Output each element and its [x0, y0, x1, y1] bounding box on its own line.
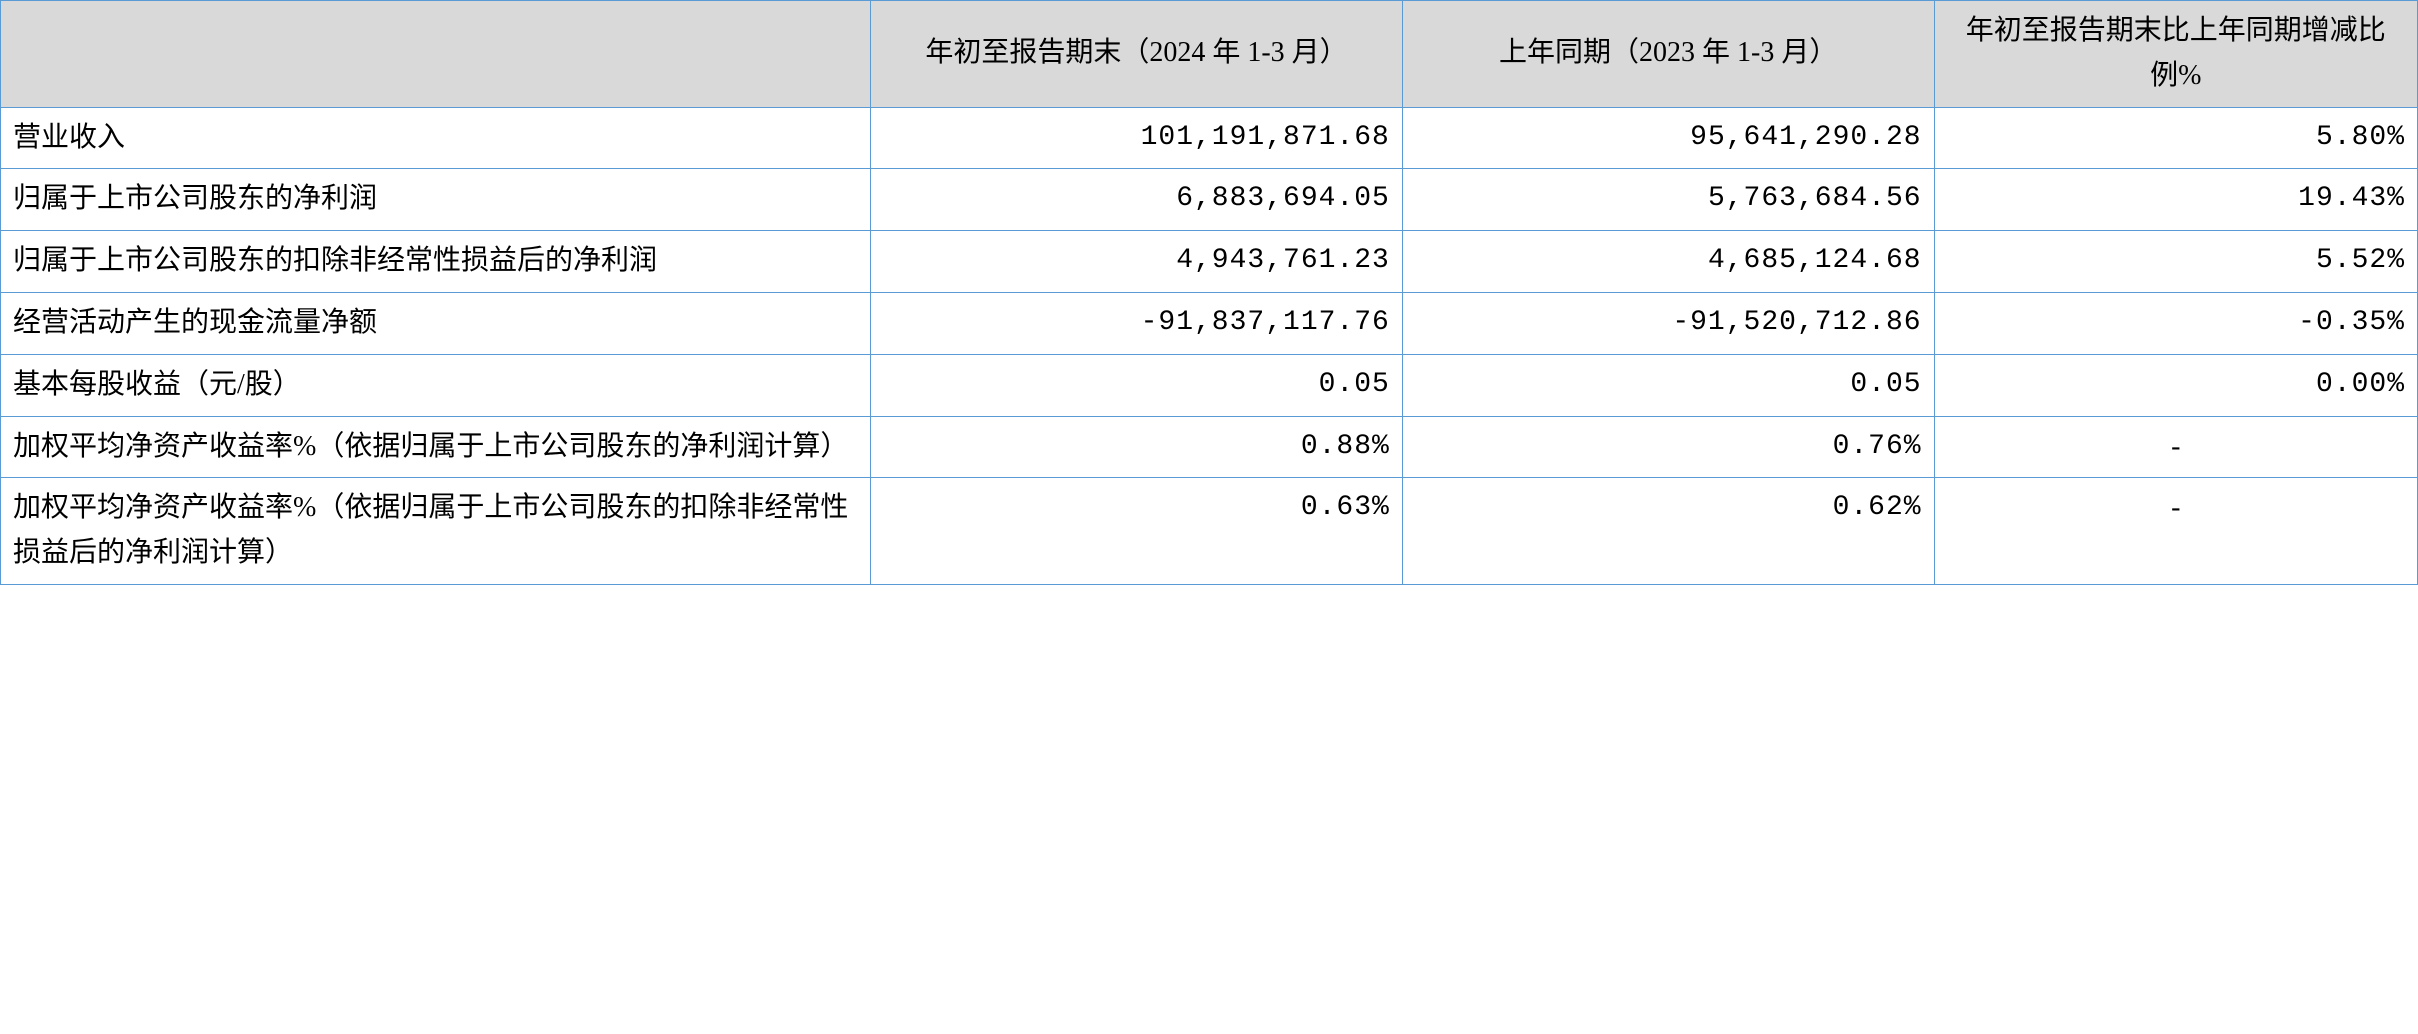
row-change: 5.80%: [1934, 107, 2417, 169]
row-current: 101,191,871.68: [871, 107, 1403, 169]
row-prior: 0.76%: [1402, 416, 1934, 478]
row-change: 5.52%: [1934, 231, 2417, 293]
row-change: -: [1934, 478, 2417, 585]
row-label: 营业收入: [1, 107, 871, 169]
row-current: 6,883,694.05: [871, 169, 1403, 231]
header-change: 年初至报告期末比上年同期增减比例%: [1934, 1, 2417, 108]
table-body: 营业收入 101,191,871.68 95,641,290.28 5.80% …: [1, 107, 2418, 584]
header-current: 年初至报告期末（2024 年 1-3 月）: [871, 1, 1403, 108]
row-current: 0.63%: [871, 478, 1403, 585]
row-prior: 95,641,290.28: [1402, 107, 1934, 169]
row-label: 基本每股收益（元/股）: [1, 354, 871, 416]
header-row: 年初至报告期末（2024 年 1-3 月） 上年同期（2023 年 1-3 月）…: [1, 1, 2418, 108]
row-label: 加权平均净资产收益率%（依据归属于上市公司股东的扣除非经常性损益后的净利润计算）: [1, 478, 871, 585]
table-row: 基本每股收益（元/股） 0.05 0.05 0.00%: [1, 354, 2418, 416]
row-label: 加权平均净资产收益率%（依据归属于上市公司股东的净利润计算）: [1, 416, 871, 478]
table-row: 加权平均净资产收益率%（依据归属于上市公司股东的扣除非经常性损益后的净利润计算）…: [1, 478, 2418, 585]
row-change: -: [1934, 416, 2417, 478]
row-current: -91,837,117.76: [871, 292, 1403, 354]
row-current: 0.05: [871, 354, 1403, 416]
table-header: 年初至报告期末（2024 年 1-3 月） 上年同期（2023 年 1-3 月）…: [1, 1, 2418, 108]
row-current: 0.88%: [871, 416, 1403, 478]
row-prior: 0.62%: [1402, 478, 1934, 585]
row-label: 归属于上市公司股东的净利润: [1, 169, 871, 231]
table-row: 加权平均净资产收益率%（依据归属于上市公司股东的净利润计算） 0.88% 0.7…: [1, 416, 2418, 478]
row-prior: 0.05: [1402, 354, 1934, 416]
table-row: 归属于上市公司股东的净利润 6,883,694.05 5,763,684.56 …: [1, 169, 2418, 231]
row-prior: 4,685,124.68: [1402, 231, 1934, 293]
table-row: 归属于上市公司股东的扣除非经常性损益后的净利润 4,943,761.23 4,6…: [1, 231, 2418, 293]
table-row: 营业收入 101,191,871.68 95,641,290.28 5.80%: [1, 107, 2418, 169]
financial-table: 年初至报告期末（2024 年 1-3 月） 上年同期（2023 年 1-3 月）…: [0, 0, 2418, 585]
row-change: -0.35%: [1934, 292, 2417, 354]
table-row: 经营活动产生的现金流量净额 -91,837,117.76 -91,520,712…: [1, 292, 2418, 354]
row-prior: -91,520,712.86: [1402, 292, 1934, 354]
row-label: 归属于上市公司股东的扣除非经常性损益后的净利润: [1, 231, 871, 293]
header-label: [1, 1, 871, 108]
row-label: 经营活动产生的现金流量净额: [1, 292, 871, 354]
row-current: 4,943,761.23: [871, 231, 1403, 293]
row-change: 0.00%: [1934, 354, 2417, 416]
header-prior: 上年同期（2023 年 1-3 月）: [1402, 1, 1934, 108]
row-prior: 5,763,684.56: [1402, 169, 1934, 231]
row-change: 19.43%: [1934, 169, 2417, 231]
